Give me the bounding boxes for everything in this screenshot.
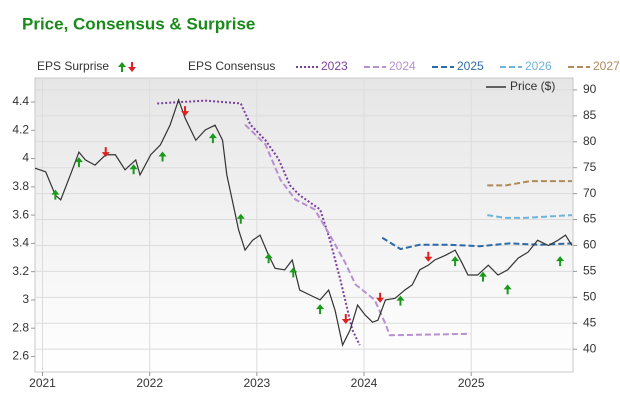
surprise-arrow [478, 271, 487, 282]
y-tick-label: 3.2 [12, 264, 29, 278]
surprise-arrow [316, 304, 325, 315]
x-tick-label: 2022 [136, 376, 163, 390]
legend-label: 2027 [593, 59, 620, 73]
legend-label: 2025 [457, 59, 484, 73]
y2-tick-label: 65 [583, 212, 597, 226]
legend-label: 2023 [321, 59, 348, 73]
y-tick-label: 2.8 [12, 320, 29, 334]
y2-tick-label: 80 [583, 134, 597, 148]
series-line [157, 99, 361, 346]
surprise-arrow [51, 189, 60, 200]
series-line [487, 214, 572, 219]
surprise-arrow [341, 313, 350, 324]
y-tick-label: 3.6 [12, 207, 29, 221]
y-tick-label: 3.8 [12, 179, 29, 193]
consensus-legend-label: EPS Consensus [188, 59, 275, 73]
legend-arrow [128, 62, 136, 72]
surprise-arrow [101, 147, 110, 158]
surprise-arrow [289, 267, 298, 278]
plot-area [34, 77, 574, 373]
y2-tick-label: 45 [583, 315, 597, 329]
y2-tick-label: 70 [583, 186, 597, 200]
legend-label: Price ($) [510, 79, 555, 93]
y-tick-label: 2.6 [12, 349, 29, 363]
surprise-arrow [181, 106, 190, 117]
surprise-arrow [424, 251, 433, 262]
surprise-arrow [451, 256, 460, 267]
chart-title: Price, Consensus & Surprise [22, 14, 255, 33]
y2-tick-label: 50 [583, 290, 597, 304]
y2-tick-label: 40 [583, 341, 597, 355]
series-line [487, 180, 572, 187]
surprise-arrow [264, 253, 273, 264]
legend-label: 2024 [389, 59, 416, 73]
surprise-arrow [556, 256, 565, 267]
series-line [34, 97, 573, 347]
surprise-arrow [236, 213, 245, 224]
y-tick-label: 3 [22, 292, 29, 306]
surprise-arrow [503, 284, 512, 295]
legend-label: 2026 [525, 59, 552, 73]
surprise-legend-label: EPS Surprise [37, 59, 109, 73]
series-line [244, 123, 471, 337]
y2-tick-label: 75 [583, 160, 597, 174]
y-tick-label: 4.2 [12, 122, 29, 136]
legend-arrow [118, 62, 126, 72]
x-tick-label: 2024 [351, 376, 378, 390]
y2-tick-label: 85 [583, 108, 597, 122]
y2-tick-label: 90 [583, 82, 597, 96]
x-tick-label: 2025 [458, 376, 485, 390]
x-tick-label: 2023 [243, 376, 270, 390]
y2-tick-label: 55 [583, 264, 597, 278]
x-tick-label: 2021 [29, 376, 56, 390]
surprise-arrow [74, 157, 83, 168]
surprise-arrow [396, 295, 405, 306]
surprise-arrow [376, 292, 385, 303]
y-tick-label: 3.4 [12, 236, 29, 250]
surprise-arrow [158, 151, 167, 162]
y2-tick-label: 60 [583, 238, 597, 252]
surprise-arrow [129, 164, 138, 175]
surprise-arrow [208, 133, 217, 144]
y-tick-label: 4.4 [12, 94, 29, 108]
y-tick-label: 4 [22, 151, 29, 165]
